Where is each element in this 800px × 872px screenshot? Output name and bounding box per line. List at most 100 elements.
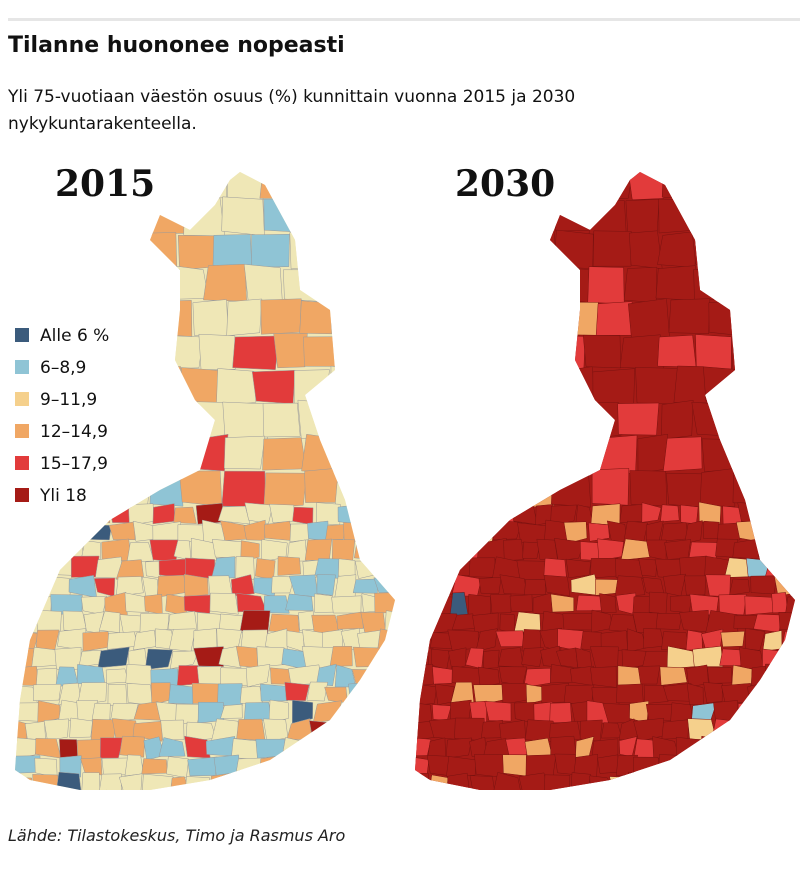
municipality <box>554 753 577 776</box>
municipality <box>729 578 750 596</box>
municipality <box>298 610 315 631</box>
municipality <box>447 403 485 438</box>
municipality <box>428 774 449 790</box>
municipality <box>448 471 486 507</box>
municipality <box>148 433 194 472</box>
municipality <box>124 592 150 613</box>
municipality <box>720 630 745 648</box>
municipality <box>695 334 732 370</box>
municipality <box>415 663 434 688</box>
municipality <box>261 791 288 809</box>
legend-swatch <box>15 392 29 406</box>
municipality <box>384 610 395 632</box>
municipality <box>448 647 467 671</box>
municipality <box>218 645 242 669</box>
municipality <box>771 592 788 614</box>
municipality <box>775 702 795 724</box>
municipality <box>369 399 395 440</box>
municipality <box>126 266 168 304</box>
map-year: 2030 <box>455 163 555 205</box>
municipality <box>209 592 239 615</box>
municipality <box>152 503 176 525</box>
municipality <box>795 702 800 719</box>
municipality <box>335 172 377 202</box>
municipality <box>383 525 395 543</box>
municipality <box>437 791 456 812</box>
municipality <box>372 755 395 777</box>
municipality <box>619 334 664 370</box>
municipality <box>485 435 529 475</box>
municipality <box>692 645 724 667</box>
municipality <box>675 755 696 777</box>
municipality <box>673 365 707 404</box>
municipality <box>331 539 356 562</box>
municipality <box>383 792 412 813</box>
municipality <box>316 502 341 526</box>
municipality <box>227 172 264 201</box>
municipality <box>325 524 348 540</box>
municipality <box>334 468 371 508</box>
municipality <box>141 758 168 775</box>
municipality <box>40 235 74 268</box>
municipality <box>755 789 783 790</box>
municipality <box>184 776 210 790</box>
municipality <box>415 334 447 369</box>
municipality <box>718 794 742 814</box>
municipality <box>497 795 513 812</box>
municipality <box>708 300 742 336</box>
municipality <box>304 538 333 561</box>
municipality <box>15 736 39 761</box>
municipality <box>776 735 795 759</box>
municipality <box>664 539 692 560</box>
municipality <box>139 789 162 790</box>
municipality <box>512 503 538 525</box>
municipality <box>703 682 723 704</box>
title: Tilanne huononee nopeasti <box>8 33 345 58</box>
municipality <box>615 558 644 579</box>
municipality <box>695 754 724 776</box>
municipality <box>415 298 450 339</box>
municipality <box>635 367 678 405</box>
municipality <box>629 230 663 270</box>
municipality <box>430 559 450 580</box>
municipality <box>784 538 795 562</box>
map-2030 <box>415 172 800 814</box>
municipality <box>691 401 732 437</box>
municipality <box>554 538 585 561</box>
municipality <box>750 230 793 270</box>
municipality <box>637 665 661 685</box>
municipality <box>231 574 255 597</box>
municipality <box>590 666 617 688</box>
municipality <box>59 755 82 778</box>
municipality <box>364 503 392 526</box>
municipality <box>597 754 620 774</box>
municipality <box>793 667 795 688</box>
municipality <box>655 793 679 813</box>
municipality <box>446 756 477 777</box>
municipality <box>334 793 363 814</box>
municipality <box>746 557 768 579</box>
municipality <box>375 541 393 561</box>
municipality <box>668 775 694 790</box>
municipality <box>160 719 185 741</box>
municipality <box>70 555 100 578</box>
municipality <box>255 738 286 759</box>
municipality <box>235 757 265 773</box>
municipality <box>118 773 143 790</box>
municipality <box>299 300 332 335</box>
municipality <box>126 683 153 706</box>
municipality <box>89 505 111 524</box>
municipality <box>589 646 619 669</box>
municipality <box>15 264 53 303</box>
municipality <box>477 791 498 812</box>
municipality <box>668 298 711 334</box>
municipality <box>685 629 703 651</box>
municipality <box>232 335 280 371</box>
municipality <box>459 537 480 561</box>
municipality <box>684 520 703 544</box>
municipality <box>313 789 338 790</box>
municipality <box>575 594 602 612</box>
municipality <box>307 520 329 541</box>
